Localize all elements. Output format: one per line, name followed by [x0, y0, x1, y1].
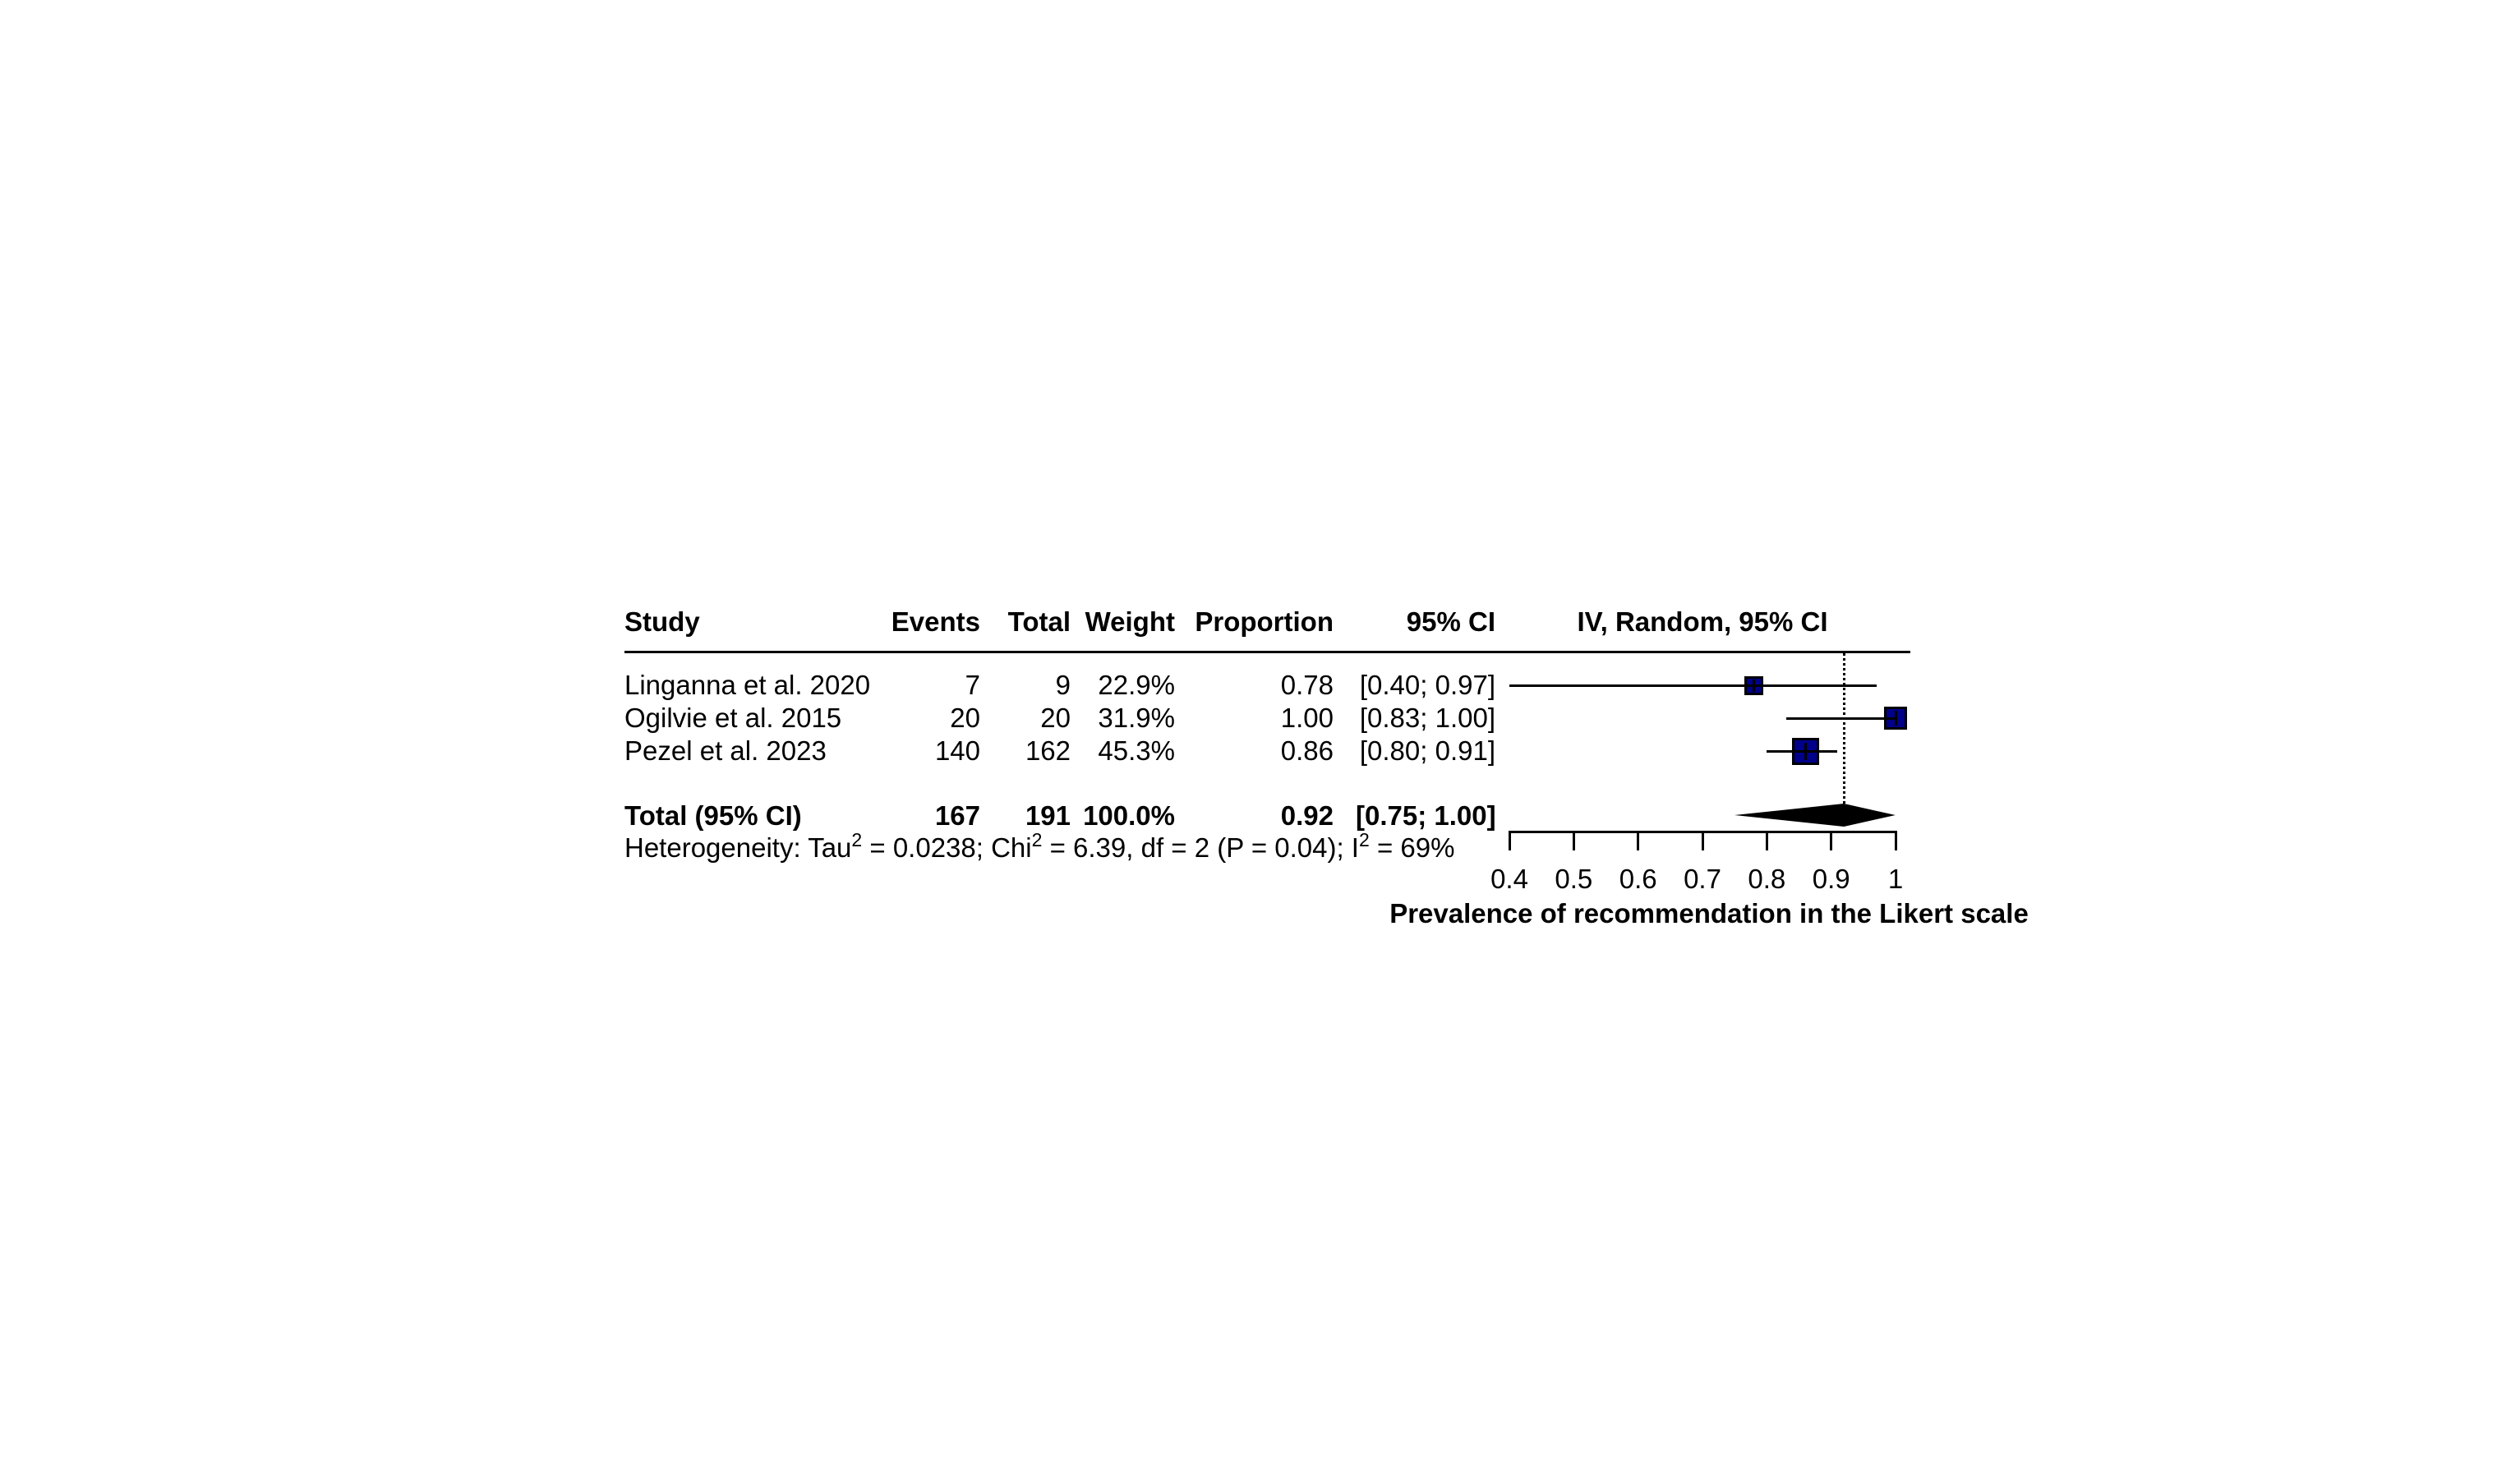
x-axis-tick [1894, 831, 1897, 850]
het-text: = 0.0238; Chi [862, 832, 1032, 863]
heterogeneity-note: Heterogeneity: Tau2 = 0.0238; Chi2 = 6.3… [624, 831, 1528, 865]
x-axis-tick-label: 0.4 [1490, 864, 1528, 894]
x-axis-title: Prevalence of recommendation in the Like… [1389, 898, 2029, 929]
study-ci-line [1509, 684, 1877, 687]
study-name: Pezel et al. 2023 [624, 735, 827, 766]
study-proportion: 0.78 [1280, 670, 1334, 700]
x-axis-tick [1765, 831, 1768, 850]
study-proportion: 1.00 [1280, 703, 1334, 733]
x-axis-tick-label: 0.9 [1812, 864, 1850, 894]
het-text: = 6.39, df = 2 (P = 0.04); I [1042, 832, 1359, 863]
header-study: Study [624, 606, 700, 637]
study-name: Ogilvie et al. 2015 [624, 703, 842, 733]
x-axis-tick [1637, 831, 1640, 850]
x-axis-tick [1508, 831, 1511, 850]
study-estimate-tick [1894, 711, 1897, 726]
study-weight: 22.9% [1098, 670, 1175, 700]
study-weight: 31.9% [1098, 703, 1175, 733]
study-estimate-tick [1753, 679, 1756, 692]
study-total: 9 [1055, 670, 1071, 700]
study-events: 140 [934, 735, 980, 766]
x-axis-tick-label: 1 [1887, 864, 1904, 894]
study-proportion: 0.86 [1280, 735, 1334, 766]
header-95ci: 95% CI [1406, 606, 1495, 637]
study-total: 162 [1025, 735, 1071, 766]
study-events: 7 [965, 670, 980, 700]
total-events: 167 [934, 800, 980, 831]
total-label: Total (95% CI) [624, 800, 802, 831]
study-estimate-tick [1804, 742, 1807, 760]
total-ci: [0.75; 1.00] [1356, 800, 1496, 831]
total-diamond [1735, 804, 1896, 827]
header-proportion: Proportion [1195, 606, 1334, 637]
study-ci: [0.83; 1.00] [1359, 703, 1495, 733]
total-diamond-shape [1735, 804, 1896, 827]
het-text: Heterogeneity: Tau [624, 832, 852, 863]
x-axis-tick [1572, 831, 1575, 850]
reference-line [1842, 653, 1845, 804]
study-events: 20 [950, 703, 980, 733]
header-total: Total [1007, 606, 1071, 637]
study-ci-line [1767, 749, 1838, 753]
x-axis-tick [1701, 831, 1704, 850]
header-weight: Weight [1085, 606, 1175, 637]
het-sup: 2 [1358, 829, 1370, 850]
x-axis-tick-label: 0.5 [1555, 864, 1593, 894]
x-axis-tick-label: 0.8 [1748, 864, 1786, 894]
study-ci: [0.40; 0.97] [1359, 670, 1495, 700]
study-name: Linganna et al. 2020 [624, 670, 871, 700]
study-weight: 45.3% [1098, 735, 1175, 766]
study-total: 20 [1040, 703, 1071, 733]
x-axis-tick-label: 0.6 [1619, 864, 1657, 894]
het-sup: 2 [851, 829, 863, 850]
total-weight: 100.0% [1083, 800, 1175, 831]
het-sup: 2 [1031, 829, 1043, 850]
header-events: Events [891, 606, 980, 637]
header-model: IV, Random, 95% CI [1577, 606, 1828, 637]
het-text: = 69% [1369, 832, 1455, 863]
study-ci-line [1785, 717, 1896, 720]
x-axis-tick-label: 0.7 [1684, 864, 1721, 894]
total-total: 191 [1025, 800, 1071, 831]
study-ci: [0.80; 0.91] [1359, 735, 1495, 766]
header-rule [624, 651, 1910, 653]
total-proportion: 0.92 [1280, 800, 1334, 831]
x-axis-tick [1830, 831, 1833, 850]
